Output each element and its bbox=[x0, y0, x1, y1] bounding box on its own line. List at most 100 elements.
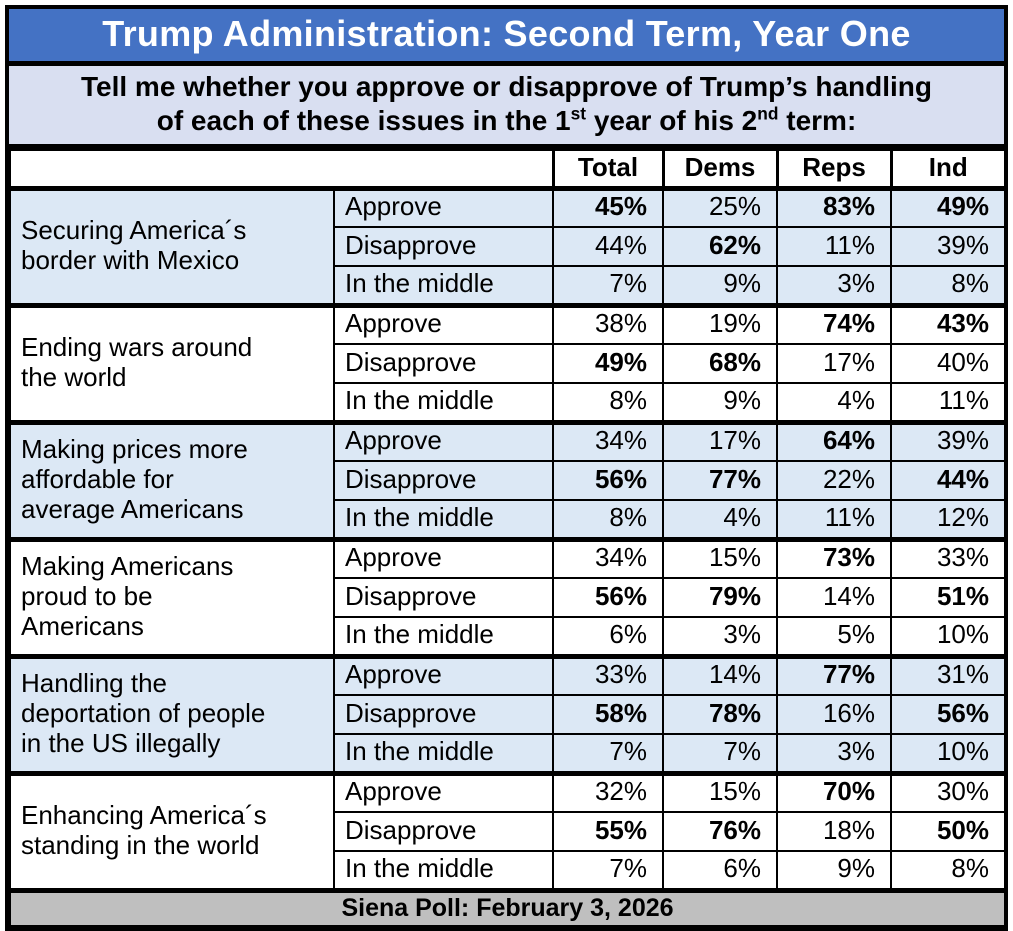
value-cell: 16% bbox=[776, 694, 892, 736]
poll-table-body: Securing America´s border with Mexico Appr… bbox=[9, 185, 1006, 892]
issue-line: Making prices more bbox=[21, 433, 248, 464]
issue-line: in the US illegally bbox=[21, 727, 221, 758]
question-line-2-text: of each of these issues in the 1 bbox=[156, 104, 571, 136]
question-line-2-text: year of his 2 bbox=[586, 104, 758, 136]
table-row: Ending wars around the world Approve 38% 19%… bbox=[9, 302, 1006, 424]
row-label-cell: In the middle bbox=[333, 616, 554, 658]
ordinal-suffix: st bbox=[570, 103, 587, 124]
value-cell: 9% bbox=[662, 265, 778, 307]
value-cell: 4% bbox=[776, 382, 892, 424]
value-cell: 15% bbox=[662, 770, 778, 814]
value-cell: 8% bbox=[890, 850, 1006, 892]
footer-row: Siena Poll: February 3, 2026 bbox=[9, 887, 1006, 928]
value-cell: 19% bbox=[662, 302, 778, 346]
issue-line: Americans bbox=[21, 610, 144, 641]
table-row: Disapprove 56% 79% 14% 51% bbox=[10, 577, 1006, 619]
table-row: Disapprove 44% 62% 11% 39% bbox=[10, 226, 1006, 268]
value-cell: 74% bbox=[776, 302, 892, 346]
column-header-reps: Reps bbox=[775, 149, 892, 190]
table-row: Disapprove 49% 68% 17% 40% bbox=[10, 343, 1006, 385]
row-label-cell: Approve bbox=[333, 536, 554, 580]
table-row: Securing America´s border with Mexico Appr… bbox=[9, 185, 1006, 307]
issue-line: standing in the world bbox=[21, 829, 260, 860]
table-row: In the middle 6% 3% 5% 10% bbox=[10, 616, 1006, 658]
value-cell: 17% bbox=[776, 343, 892, 385]
column-header-dems: Dems bbox=[661, 149, 778, 190]
value-cell: 33% bbox=[552, 653, 664, 697]
row-label-cell: In the middle bbox=[333, 499, 554, 541]
issue-line: Securing America´s bbox=[21, 214, 247, 245]
value-cell: 31% bbox=[890, 653, 1006, 697]
value-cell: 3% bbox=[776, 265, 892, 307]
value-cell: 11% bbox=[776, 226, 892, 268]
value-cell: 79% bbox=[662, 577, 778, 619]
column-header-ind: Ind bbox=[889, 149, 1006, 190]
header-row: Total Dems Reps Ind bbox=[9, 149, 1006, 190]
value-cell: 14% bbox=[776, 577, 892, 619]
value-cell: 56% bbox=[552, 577, 664, 619]
value-cell: 6% bbox=[662, 850, 778, 892]
value-cell: 10% bbox=[890, 733, 1006, 775]
value-cell: 33% bbox=[890, 536, 1006, 580]
value-cell: 70% bbox=[776, 770, 892, 814]
poll-question: Tell me whether you approve or disapprov… bbox=[9, 66, 1004, 150]
row-label-cell: Approve bbox=[333, 770, 554, 814]
ordinal-suffix: nd bbox=[757, 103, 779, 124]
issue-line: Making Americans bbox=[21, 550, 234, 581]
table-row: In the middle 8% 4% 11% 12% bbox=[10, 499, 1006, 541]
table-row: Disapprove 58% 78% 16% 56% bbox=[10, 694, 1006, 736]
issue-line: Enhancing America´s bbox=[21, 799, 267, 830]
issue-line: the world bbox=[21, 361, 127, 392]
question-line-2: of each of these issues in the 1st year … bbox=[13, 104, 1000, 138]
value-cell: 43% bbox=[890, 302, 1006, 346]
value-cell: 7% bbox=[552, 265, 664, 307]
row-label-cell: Disapprove bbox=[333, 343, 554, 385]
value-cell: 38% bbox=[552, 302, 664, 346]
issue-cell: Securing America´s border with Mexico bbox=[9, 185, 335, 307]
row-label-cell: Approve bbox=[333, 185, 554, 229]
table-row: In the middle 8% 9% 4% 11% bbox=[10, 382, 1006, 424]
value-cell: 6% bbox=[552, 616, 664, 658]
issue-line: proud to be bbox=[21, 580, 153, 611]
row-label-cell: Disapprove bbox=[333, 694, 554, 736]
table-row: In the middle 7% 9% 3% 8% bbox=[10, 265, 1006, 307]
value-cell: 7% bbox=[552, 733, 664, 775]
poll-card: Trump Administration: Second Term, Year … bbox=[5, 5, 1008, 931]
row-label-cell: In the middle bbox=[333, 733, 554, 775]
value-cell: 77% bbox=[776, 653, 892, 697]
value-cell: 11% bbox=[890, 382, 1006, 424]
row-label-cell: Disapprove bbox=[333, 811, 554, 853]
row-label-cell: Disapprove bbox=[333, 226, 554, 268]
column-header-total: Total bbox=[551, 149, 664, 190]
value-cell: 64% bbox=[776, 419, 892, 463]
value-cell: 25% bbox=[662, 185, 778, 229]
question-line-1: Tell me whether you approve or disapprov… bbox=[80, 71, 933, 102]
value-cell: 34% bbox=[552, 419, 664, 463]
row-label-cell: Disapprove bbox=[333, 460, 554, 502]
value-cell: 68% bbox=[662, 343, 778, 385]
value-cell: 15% bbox=[662, 536, 778, 580]
value-cell: 9% bbox=[776, 850, 892, 892]
corner-blank-cell bbox=[9, 149, 554, 190]
issue-line: Handling the bbox=[21, 667, 167, 698]
value-cell: 10% bbox=[890, 616, 1006, 658]
value-cell: 5% bbox=[776, 616, 892, 658]
value-cell: 50% bbox=[890, 811, 1006, 853]
table-row: Handling the deportation of people in the … bbox=[9, 653, 1006, 775]
value-cell: 77% bbox=[662, 460, 778, 502]
issue-cell: Making Americans proud to be Americans bbox=[9, 536, 335, 658]
value-cell: 44% bbox=[890, 460, 1006, 502]
issue-cell: Making prices more affordable for average … bbox=[9, 419, 335, 541]
issue-line: deportation of people bbox=[21, 697, 266, 728]
source-note: Siena Poll: February 3, 2026 bbox=[9, 887, 1006, 928]
value-cell: 83% bbox=[776, 185, 892, 229]
value-cell: 7% bbox=[552, 850, 664, 892]
value-cell: 32% bbox=[552, 770, 664, 814]
value-cell: 39% bbox=[890, 226, 1006, 268]
poll-table-footer: Siena Poll: February 3, 2026 bbox=[9, 887, 1006, 928]
value-cell: 76% bbox=[662, 811, 778, 853]
issue-line: affordable for bbox=[21, 463, 174, 494]
row-label-cell: Disapprove bbox=[333, 577, 554, 619]
value-cell: 56% bbox=[552, 460, 664, 502]
issue-line: Ending wars around bbox=[21, 331, 253, 362]
